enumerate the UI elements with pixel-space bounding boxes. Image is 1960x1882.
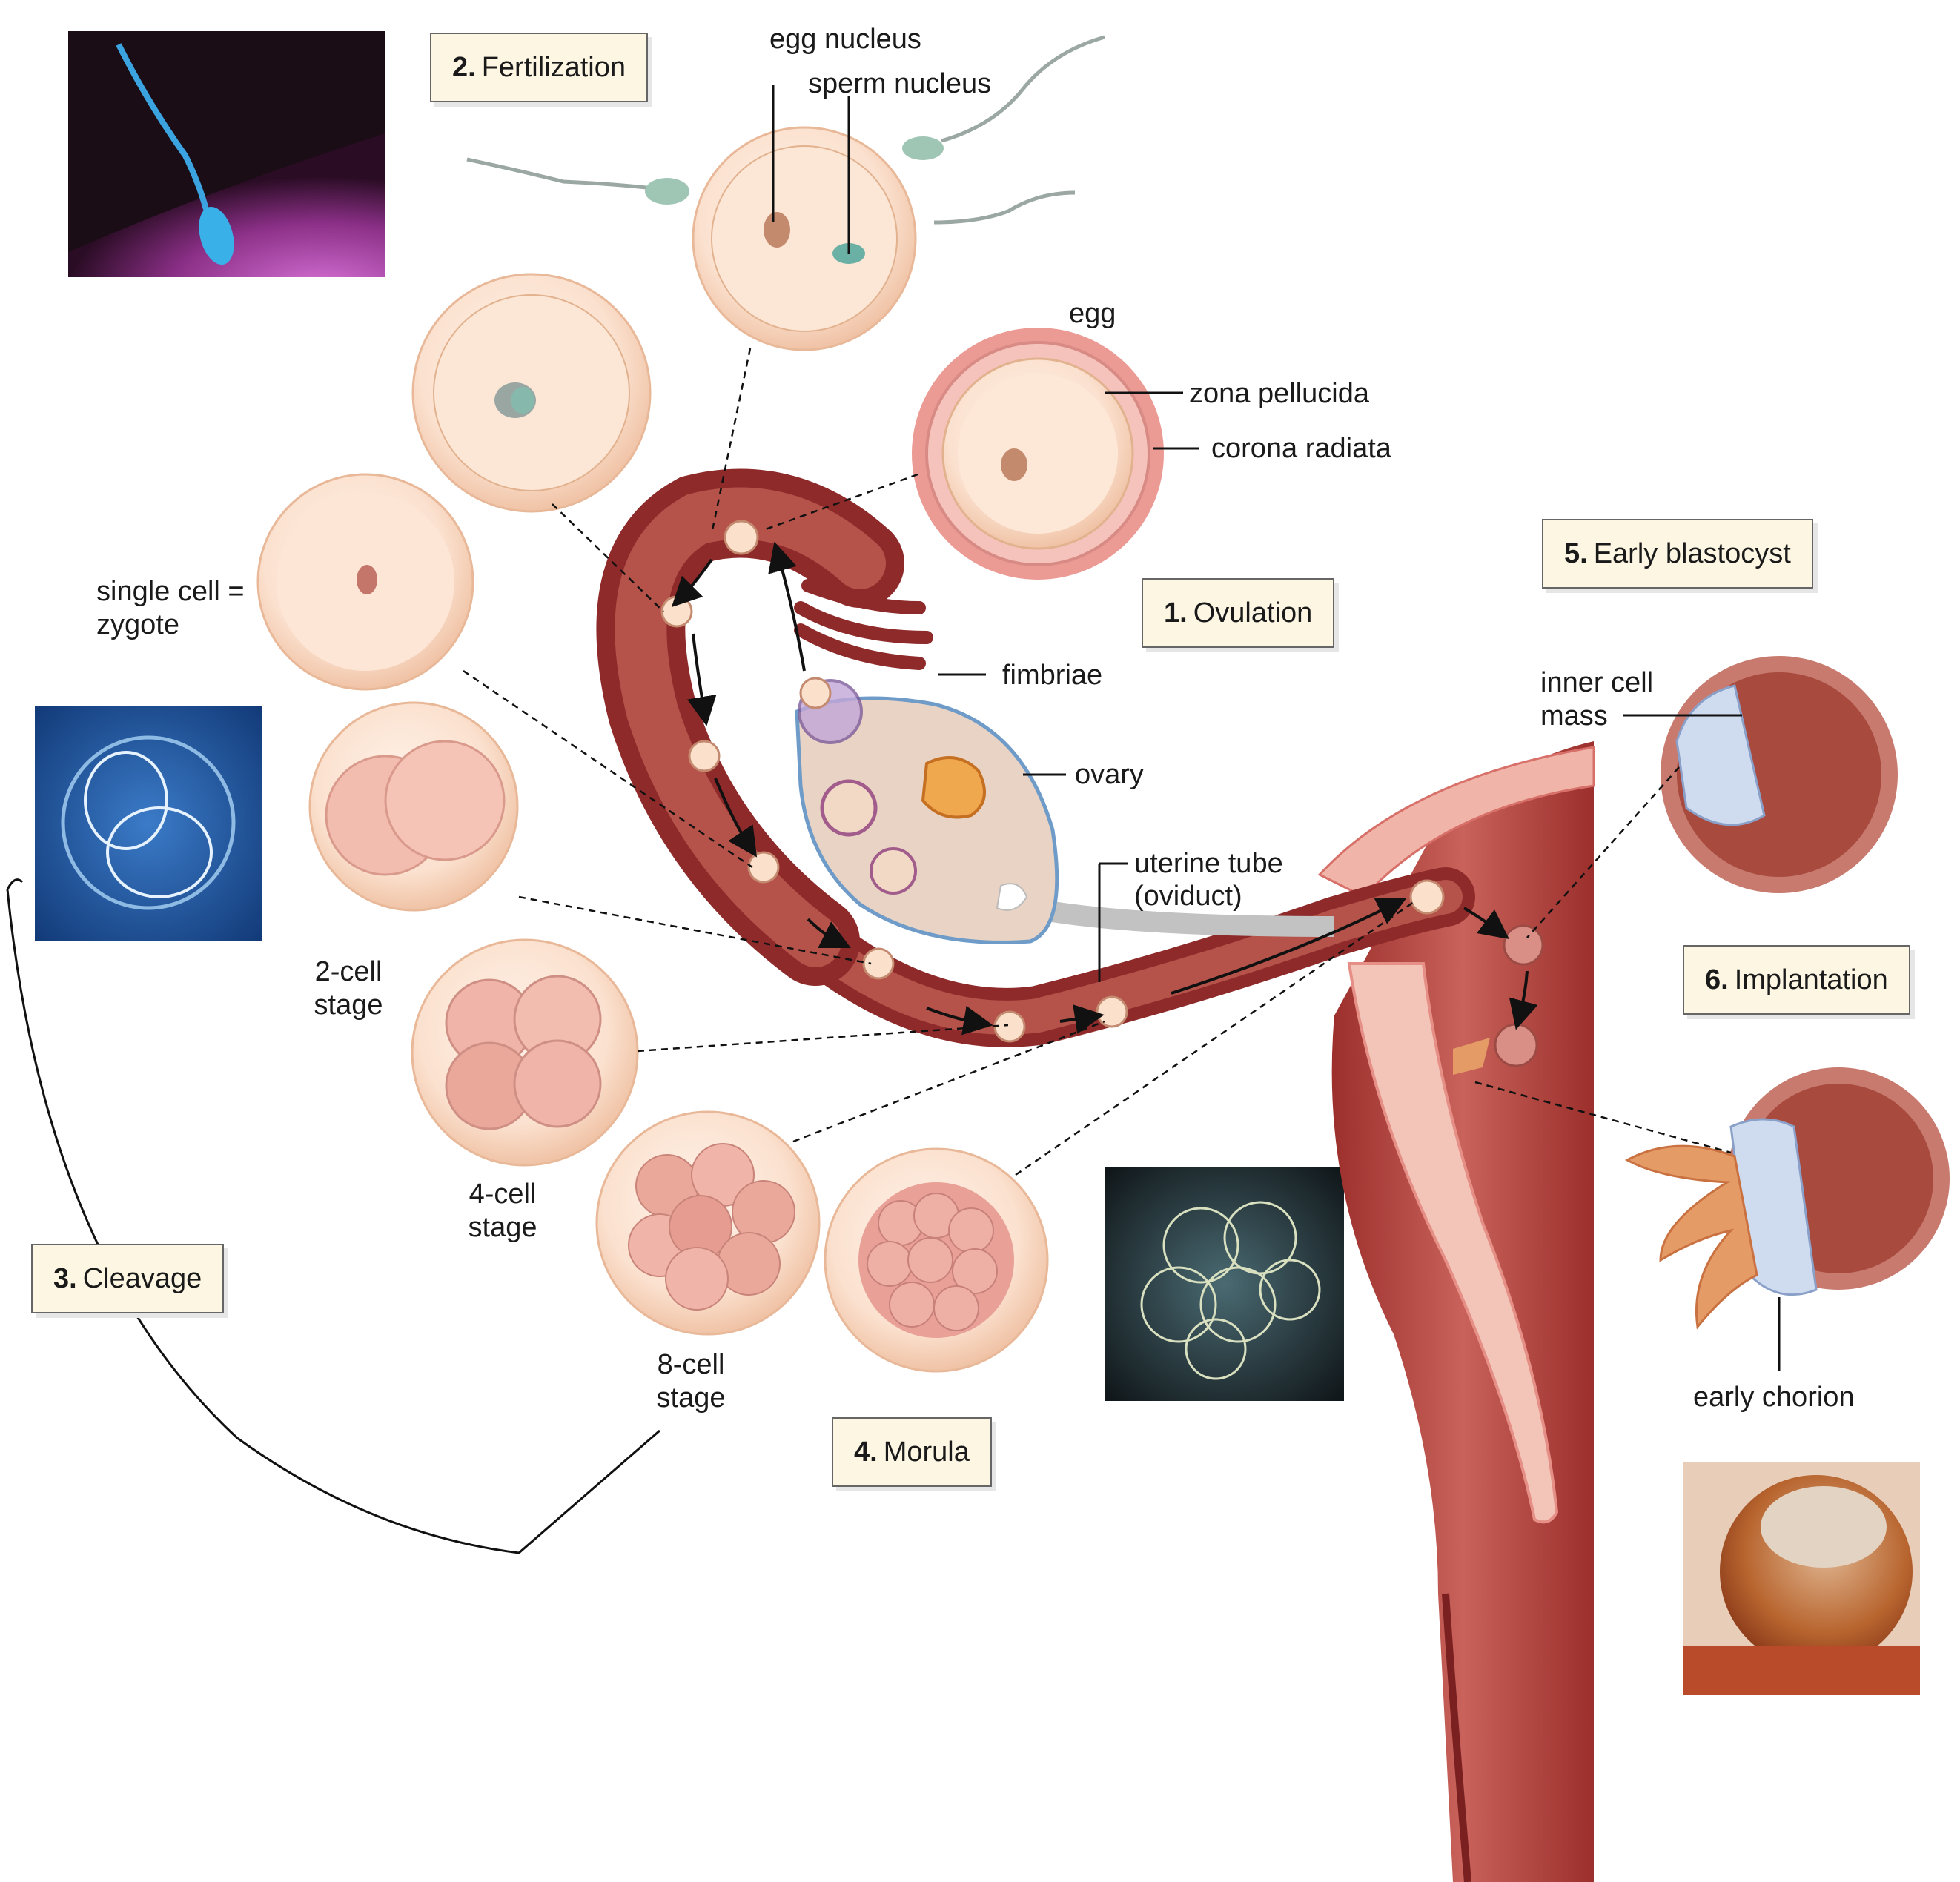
morula-cell (824, 1147, 1049, 1373)
egg-label: egg (1069, 298, 1116, 329)
four-cell-label-1: 4-cell (469, 1179, 537, 1210)
zygote-cell (256, 473, 474, 691)
single-cell-label: single cell = (96, 576, 245, 607)
pronuclei-cell (411, 273, 652, 513)
eight-cell-embryo (595, 1110, 821, 1336)
early-chorion-label: early chorion (1693, 1382, 1855, 1413)
dashed-connectors (463, 348, 1732, 1176)
early-blastocyst (1661, 656, 1898, 893)
fertilization-egg (466, 35, 1105, 351)
four-cell-embryo (411, 938, 639, 1167)
ovulated-egg (912, 328, 1164, 580)
stage-box-cleavage: 3. Cleavage (31, 1244, 225, 1313)
implantation-micrograph (1683, 1462, 1920, 1695)
two-cell-label-2: stage (314, 990, 383, 1021)
four-cell-label-2: stage (468, 1212, 537, 1243)
uterine-tube-label: uterine tube (1134, 848, 1283, 879)
corona-radiata-label: corona radiata (1211, 433, 1391, 464)
stage-box-ovulation: 1. Ovulation (1142, 578, 1335, 648)
stage-box-fertilization: 2. Fertilization (430, 33, 648, 102)
eight-cell-label-1: 8-cell (657, 1349, 725, 1380)
zona-pellucida-label: zona pellucida (1189, 378, 1369, 409)
sperm-nucleus-label: sperm nucleus (808, 68, 992, 99)
oviduct-label: (oviduct) (1134, 881, 1242, 912)
fimbriae-label: fimbriae (1002, 660, 1103, 691)
ovary-label: ovary (1075, 759, 1144, 790)
path-arrows (671, 541, 1538, 1036)
two-cell-embryo (308, 701, 519, 912)
uterine-blastocysts (1453, 924, 1544, 1075)
stage-box-early-blastocyst: 5. Early blastocyst (1542, 519, 1813, 589)
morula-micrograph (1105, 1167, 1344, 1401)
stage-box-morula: 4. Morula (832, 1417, 992, 1487)
eight-cell-label-2: stage (656, 1382, 726, 1414)
ovary (795, 679, 1059, 944)
sperm-on-egg-photo (68, 31, 385, 277)
egg-nucleus-label: egg nucleus (769, 24, 921, 55)
two-cell-label-1: 2-cell (314, 956, 383, 987)
inner-cell-label: inner cell (1540, 667, 1654, 698)
implanting-blastocyst (1624, 1067, 1950, 1330)
zygote-label: zygote (96, 609, 179, 640)
leader-lines (6, 85, 1781, 1554)
two-cell-micrograph (35, 706, 262, 941)
inner-cell-mass-label: mass (1540, 700, 1608, 732)
stage-box-implantation: 6. Implantation (1683, 945, 1910, 1015)
